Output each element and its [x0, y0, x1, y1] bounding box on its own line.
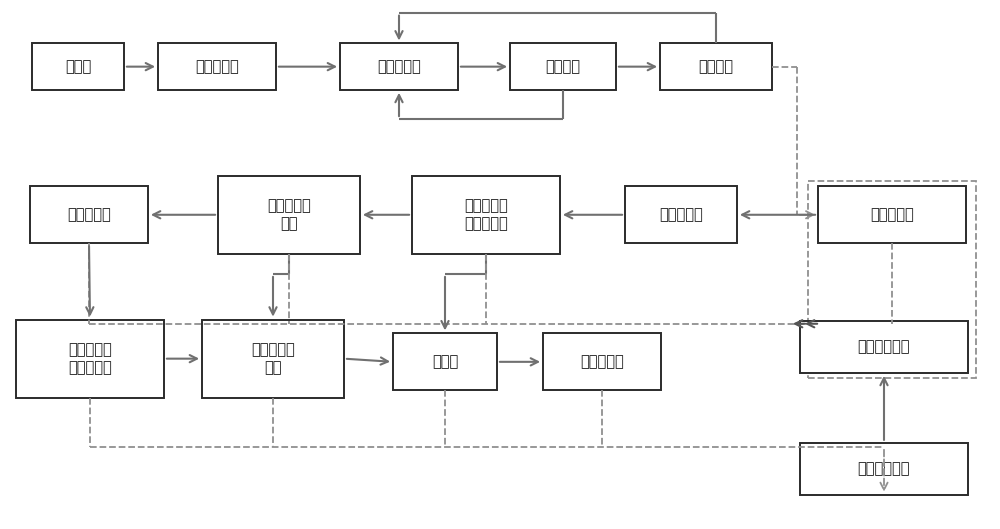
Bar: [625, 186, 737, 243]
Text: 污泥浓缩液池: 污泥浓缩液池: [858, 461, 910, 476]
Text: 缓冲池: 缓冲池: [432, 354, 458, 369]
Bar: [202, 320, 344, 398]
Bar: [340, 43, 458, 90]
Bar: [808, 181, 976, 378]
Bar: [510, 43, 616, 90]
Bar: [32, 43, 124, 90]
Text: 预处理系统: 预处理系统: [195, 59, 239, 74]
Bar: [543, 333, 661, 390]
Text: 调节池: 调节池: [65, 59, 91, 74]
Bar: [800, 321, 968, 373]
Text: 污泥脱水系统: 污泥脱水系统: [858, 340, 910, 354]
Text: 硝化系统: 硝化系统: [546, 59, 580, 74]
Text: 第二混凝沉
淀池: 第二混凝沉 淀池: [251, 342, 295, 375]
Text: 第一混凝沉
淀池: 第一混凝沉 淀池: [267, 198, 311, 231]
Bar: [800, 443, 968, 495]
Bar: [16, 320, 164, 398]
Text: 第二匀质池: 第二匀质池: [67, 207, 111, 222]
Text: 第一匀质池: 第一匀质池: [659, 207, 703, 222]
Bar: [412, 176, 560, 254]
Text: 第二铁碳氧
化催化系统: 第二铁碳氧 化催化系统: [68, 342, 112, 375]
Bar: [818, 186, 966, 243]
Text: 第一铁碳氧
化催化系统: 第一铁碳氧 化催化系统: [464, 198, 508, 231]
Bar: [30, 186, 148, 243]
Bar: [660, 43, 772, 90]
Bar: [393, 333, 497, 390]
Text: 超滤产水箱: 超滤产水箱: [870, 207, 914, 222]
Text: 环保过滤池: 环保过滤池: [580, 354, 624, 369]
Bar: [218, 176, 360, 254]
Text: 反硝化系统: 反硝化系统: [377, 59, 421, 74]
Bar: [158, 43, 276, 90]
Text: 超滤系统: 超滤系统: [699, 59, 734, 74]
